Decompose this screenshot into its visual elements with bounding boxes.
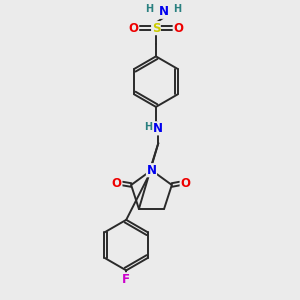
Text: O: O xyxy=(173,22,183,34)
Text: N: N xyxy=(146,164,157,177)
Text: H: H xyxy=(145,122,153,132)
Text: F: F xyxy=(122,273,130,286)
Text: S: S xyxy=(152,22,160,34)
Text: O: O xyxy=(112,177,122,190)
Text: H: H xyxy=(145,4,154,14)
Text: N: N xyxy=(159,5,169,18)
Text: O: O xyxy=(180,177,190,190)
Text: H: H xyxy=(173,4,181,14)
Text: N: N xyxy=(153,122,163,135)
Text: O: O xyxy=(129,22,139,34)
